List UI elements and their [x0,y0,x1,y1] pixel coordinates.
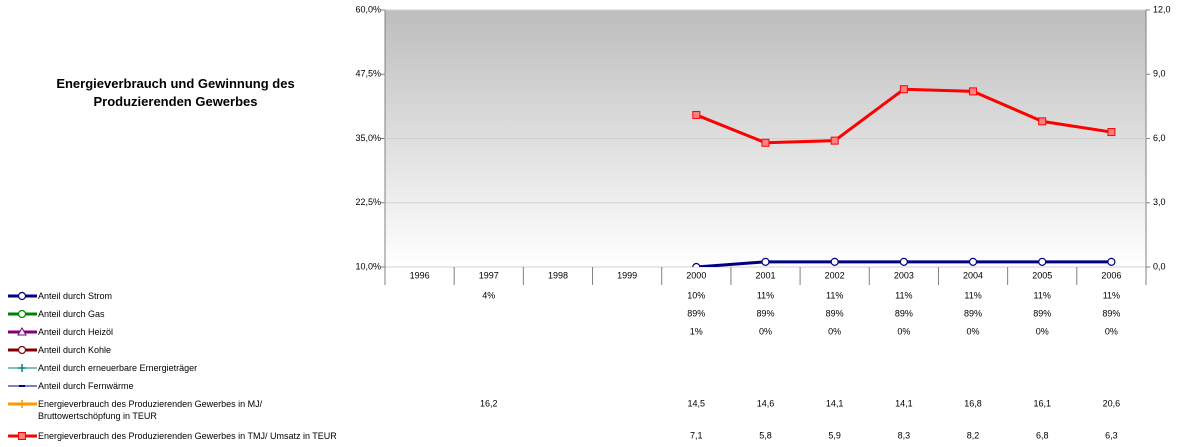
y-tick-label: 35,0% [355,133,381,143]
legend-label: Energieverbrauch des Produzierenden Gewe… [38,399,263,421]
chart-title: Energieverbrauch und Gewinnung des Produ… [56,76,295,109]
marker [899,257,908,266]
marker [18,432,26,440]
legend-label: Anteil durch Kohle [38,345,112,355]
table-value: 8,3 [898,430,911,440]
table-value: 89% [895,308,913,318]
table-value: 11% [1034,290,1051,300]
table-value: 10% [687,290,705,300]
table-value: 89% [1102,308,1120,318]
table-value: 4% [482,290,495,300]
x-tick-label: 2002 [825,270,845,280]
x-tick-label: 2001 [755,270,775,280]
y-tick-label: 47,5% [355,69,381,79]
table-value: 89% [964,308,982,318]
marker [18,364,26,372]
table-value: 14,1 [895,398,913,408]
marker [1107,128,1116,137]
table-value: 16,8 [964,398,982,408]
table-value: 20,6 [1103,398,1121,408]
marker [830,136,839,145]
table-value: 0% [967,326,980,336]
table-value: 0% [759,326,772,336]
table-value: 89% [687,308,705,318]
x-tick-label: 1999 [617,270,637,280]
table-value: 14,6 [757,398,775,408]
table-value: 6,3 [1105,430,1118,440]
table-value: 0% [897,326,910,336]
table-value: 89% [756,308,774,318]
table-value: 7,1 [690,430,703,440]
table-value: 89% [826,308,844,318]
table-value: 0% [1036,326,1049,336]
x-tick-label: 1998 [548,270,568,280]
table-value: 11% [826,290,843,300]
table-value: 1% [690,326,703,336]
table-value: 0% [828,326,841,336]
legend-label: Energieverbrauch des Produzierenden Gewe… [38,431,337,441]
marker [761,257,770,266]
legend-label: Anteil durch Gas [38,309,105,319]
legend-label: Anteil durch erneuerbare Ernergieträger [38,363,198,373]
table-value: 16,2 [480,398,498,408]
y-tick-label: 10,0% [355,261,381,271]
y2-tick-label: 9,0 [1153,69,1166,79]
x-tick-label: 2006 [1101,270,1121,280]
table-value: 11% [1103,290,1120,300]
marker [17,345,27,355]
marker [830,257,839,266]
marker [17,326,27,336]
table-value: 5,9 [828,430,841,440]
table-value: 11% [964,290,981,300]
table-value: 5,8 [759,430,772,440]
marker [1038,257,1047,266]
table-value: 6,8 [1036,430,1049,440]
x-tick-label: 2003 [894,270,914,280]
x-tick-label: 1997 [479,270,499,280]
marker [761,138,770,147]
marker [1107,257,1116,266]
table-value: 11% [757,290,774,300]
y2-tick-label: 3,0 [1153,197,1166,207]
marker [968,257,978,266]
marker [1038,117,1047,126]
marker [692,110,701,119]
table-value: 14,1 [826,398,844,408]
table-value: 8,2 [967,430,980,440]
y2-tick-label: 0,0 [1153,261,1166,271]
legend-label: Anteil durch Strom [38,291,113,301]
legend-label: Anteil durch Fernwärme [38,381,134,391]
series-layer [692,85,1116,267]
y2-tick-label: 12,0 [1153,4,1171,14]
x-tick-label: 2005 [1032,270,1052,280]
y2-tick-label: 6,0 [1153,133,1166,143]
marker [899,85,908,94]
table-value: 11% [895,290,912,300]
marker [17,309,27,319]
marker [18,400,26,408]
table-value: 0% [1105,326,1118,336]
marker [692,262,701,267]
table-value: 16,1 [1033,398,1051,408]
x-tick-label: 2000 [686,270,706,280]
y-tick-label: 22,5% [355,197,381,207]
table-value: 14,5 [688,398,706,408]
marker [969,87,978,96]
marker [17,291,27,301]
x-tick-label: 2004 [963,270,983,280]
x-tick-label: 1996 [410,270,430,280]
table-value: 89% [1033,308,1051,318]
legend-label: Anteil durch Heizöl [38,327,114,337]
y-tick-label: 60,0% [355,4,381,14]
